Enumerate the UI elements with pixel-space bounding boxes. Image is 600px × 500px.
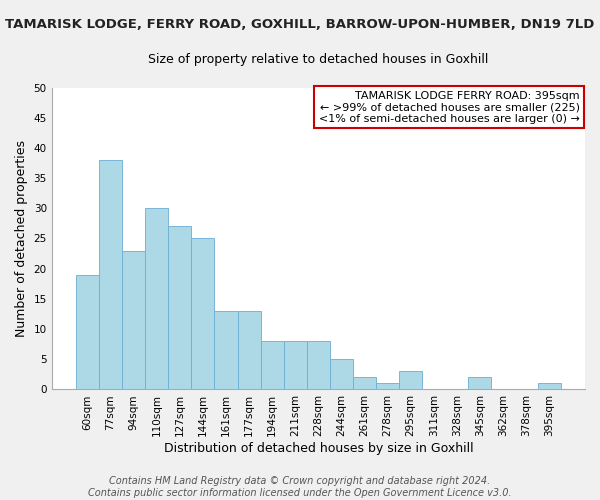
- Text: TAMARISK LODGE FERRY ROAD: 395sqm
← >99% of detached houses are smaller (225)
<1: TAMARISK LODGE FERRY ROAD: 395sqm ← >99%…: [319, 90, 580, 124]
- Bar: [145, 208, 168, 390]
- Title: Size of property relative to detached houses in Goxhill: Size of property relative to detached ho…: [148, 52, 488, 66]
- Bar: [353, 378, 376, 390]
- Bar: [469, 378, 491, 390]
- Bar: [191, 238, 214, 390]
- Bar: [330, 360, 353, 390]
- Bar: [307, 341, 330, 390]
- Text: Contains HM Land Registry data © Crown copyright and database right 2024.
Contai: Contains HM Land Registry data © Crown c…: [88, 476, 512, 498]
- Bar: [76, 274, 99, 390]
- Bar: [168, 226, 191, 390]
- Y-axis label: Number of detached properties: Number of detached properties: [15, 140, 28, 337]
- Bar: [284, 341, 307, 390]
- Bar: [238, 311, 260, 390]
- Bar: [214, 311, 238, 390]
- Bar: [122, 250, 145, 390]
- Bar: [376, 384, 399, 390]
- Bar: [260, 341, 284, 390]
- X-axis label: Distribution of detached houses by size in Goxhill: Distribution of detached houses by size …: [164, 442, 473, 455]
- Bar: [538, 384, 561, 390]
- Text: TAMARISK LODGE, FERRY ROAD, GOXHILL, BARROW-UPON-HUMBER, DN19 7LD: TAMARISK LODGE, FERRY ROAD, GOXHILL, BAR…: [5, 18, 595, 30]
- Bar: [99, 160, 122, 390]
- Bar: [399, 372, 422, 390]
